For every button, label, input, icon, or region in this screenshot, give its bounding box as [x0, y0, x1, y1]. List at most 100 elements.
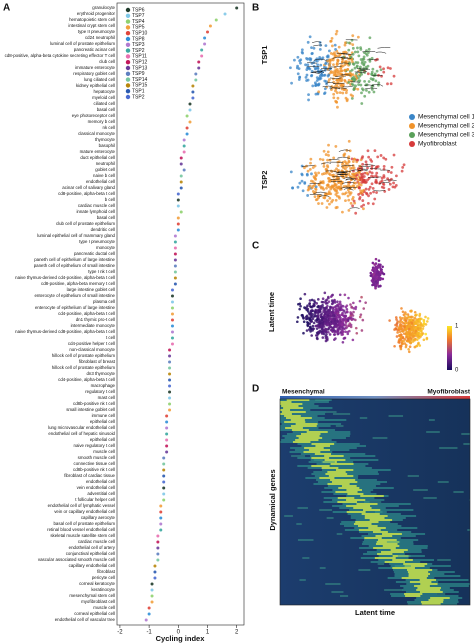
cell-dot	[378, 65, 382, 69]
cell-dot	[305, 173, 309, 177]
cell-dot	[374, 178, 378, 182]
cell-dot	[405, 317, 409, 320]
cell-dot	[341, 74, 344, 78]
stream-arrow	[375, 51, 387, 54]
dot	[176, 204, 180, 208]
dot	[168, 348, 172, 352]
cell-dot	[343, 68, 347, 72]
cell-dot	[387, 170, 390, 174]
dot	[223, 12, 227, 16]
cell-dot	[312, 321, 316, 325]
cell-dot	[374, 79, 378, 83]
cell-dot	[362, 207, 365, 211]
cell-dot	[334, 193, 338, 196]
heatmap-row	[437, 481, 449, 483]
stream-arrow	[313, 58, 327, 61]
dot	[162, 474, 166, 478]
heatmap-row	[284, 515, 293, 517]
category-label: t cell	[106, 335, 115, 340]
plot-frame	[116, 2, 245, 626]
category-label: vein or capillary endothelial cell	[54, 509, 115, 514]
cell-dot	[335, 63, 339, 66]
cell-dot	[347, 57, 351, 61]
category-label: endothelial cell	[86, 179, 115, 184]
category-label: pancreatic acinar cell	[74, 47, 115, 52]
cell-dot	[346, 332, 350, 336]
dot	[173, 258, 177, 262]
cell-dot	[333, 329, 337, 333]
cell-dot	[324, 315, 327, 319]
cell-dot	[317, 202, 320, 205]
heatmap-row	[321, 469, 391, 471]
cell-dot	[413, 310, 417, 314]
cell-dot	[414, 321, 417, 325]
cell-dot	[298, 59, 302, 63]
cell-dot	[335, 100, 338, 104]
heatmap-row	[355, 521, 379, 523]
category-label: t follicular helper cell	[75, 497, 115, 502]
cell-dot	[395, 174, 398, 178]
cell-dot	[357, 54, 361, 58]
heatmap-row	[314, 453, 332, 455]
cell-dot	[305, 308, 309, 312]
cell-dot	[347, 160, 351, 164]
heatmap-row	[280, 403, 303, 405]
heatmap-row	[436, 593, 446, 595]
heatmap-row	[364, 515, 388, 517]
heatmap-row	[426, 431, 440, 433]
heatmap-row	[428, 599, 444, 601]
heatmap-row	[346, 489, 362, 491]
cell-dot	[354, 318, 357, 322]
legend-marker	[409, 123, 415, 129]
cell-dot	[347, 324, 350, 327]
cell-dot	[332, 173, 335, 177]
panel-label: D	[252, 384, 259, 395]
cell-dot	[424, 323, 428, 326]
cell-dot	[319, 325, 323, 329]
category-label: lung microvascular endothelial cell	[48, 425, 115, 430]
cell-dot	[401, 310, 405, 314]
heatmap-row	[372, 531, 388, 533]
cell-dot	[375, 165, 379, 169]
category-label: muscle cell	[93, 605, 115, 610]
category-label: endothelial cell of vascular tree	[55, 617, 116, 622]
cell-dot	[389, 82, 393, 86]
cell-dot	[401, 316, 404, 320]
heatmap-row	[324, 455, 344, 457]
category-label: club cell of prostate epithelium	[56, 221, 115, 226]
category-label: club cell	[99, 59, 115, 64]
legend-label: Myofibroblast	[418, 141, 457, 148]
stream-arrow	[309, 182, 322, 185]
category-label: capillary aerocyte	[81, 515, 116, 520]
cell-dot	[408, 345, 412, 349]
cell-dot	[361, 193, 365, 197]
category-label: hillock cell of prostate epithelium	[52, 353, 116, 358]
category-label: epithelial cell	[90, 437, 115, 442]
stream-arrow	[322, 85, 333, 88]
heatmap-row	[280, 401, 329, 403]
legend-marker	[125, 25, 131, 30]
cell-dot	[365, 49, 368, 53]
cell-dot	[290, 81, 293, 85]
cell-dot	[398, 320, 402, 323]
cell-dot	[341, 192, 345, 196]
legend-label: TSP10	[132, 31, 148, 37]
cell-dot	[338, 196, 341, 200]
heatmap-row	[364, 517, 385, 519]
heatmap-row	[416, 589, 441, 591]
cell-dot	[308, 299, 312, 302]
cell-dot	[334, 32, 338, 36]
cell-dot	[296, 55, 300, 59]
cell-dot	[410, 322, 414, 325]
cell-dot	[349, 191, 353, 195]
heatmap-row	[325, 583, 341, 585]
cell-dot	[340, 323, 344, 326]
cell-dot	[362, 203, 366, 207]
cell-dot	[403, 315, 407, 319]
cell-dot	[348, 53, 351, 57]
dot	[156, 552, 160, 556]
dot	[168, 366, 172, 370]
cell-dot	[332, 156, 336, 160]
category-label: dendritic cell	[91, 227, 115, 232]
cell-dot	[314, 83, 318, 86]
